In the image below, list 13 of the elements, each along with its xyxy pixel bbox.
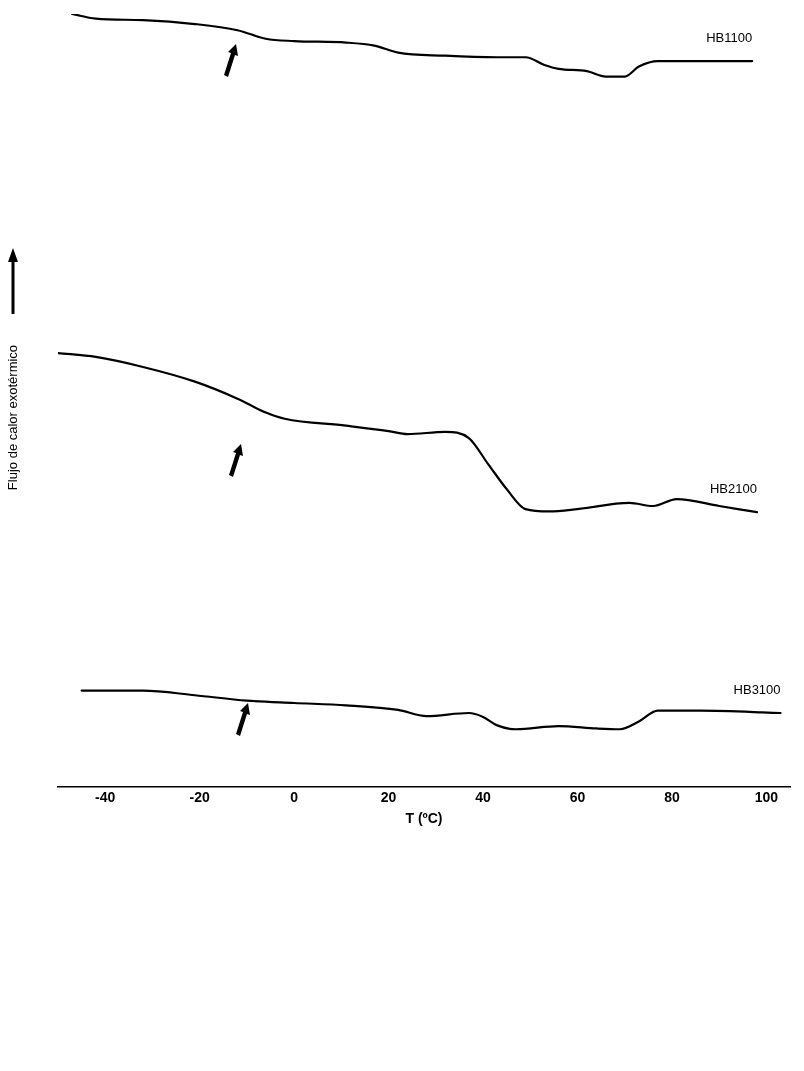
x-tick-label: -20: [189, 788, 211, 805]
series-label: HB3100: [733, 682, 781, 698]
y-axis-title: Flujo de calor exotérmico: [4, 343, 20, 493]
x-tick-label: 40: [475, 788, 492, 805]
x-axis-title: T (ºC): [405, 810, 443, 827]
x-tick-label: 60: [569, 788, 586, 805]
x-tick-label: -40: [95, 788, 116, 805]
series-label: HB2100: [709, 481, 757, 497]
x-tick-label: 20: [380, 788, 397, 805]
x-tick-label: 0: [290, 788, 299, 805]
x-tick-label: 100: [754, 788, 779, 805]
series-label: HB1100: [706, 30, 753, 46]
x-tick-label: 80: [664, 788, 680, 805]
